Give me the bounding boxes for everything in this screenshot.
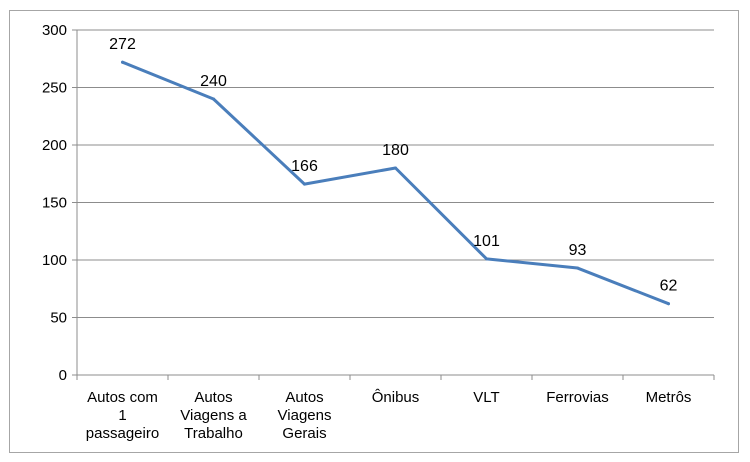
x-tick-label: Autos Viagens a Trabalho xyxy=(180,389,247,442)
data-label: 101 xyxy=(473,233,500,250)
data-point xyxy=(303,182,306,186)
data-point xyxy=(485,257,488,261)
y-tick-label: 300 xyxy=(42,22,67,39)
y-tick-label: 150 xyxy=(42,195,67,212)
data-label: 62 xyxy=(660,278,678,295)
data-label: 166 xyxy=(291,158,318,175)
data-point xyxy=(576,266,579,270)
y-tick-label: 100 xyxy=(42,252,67,269)
x-tick-label: Metrôs xyxy=(646,389,692,406)
data-point xyxy=(212,97,215,101)
data-label: 93 xyxy=(569,242,587,259)
x-tick-label: Ônibus xyxy=(372,389,420,406)
y-tick-label: 200 xyxy=(42,137,67,154)
x-tick-label: Ferrovias xyxy=(546,389,609,406)
chart-frame xyxy=(9,10,739,453)
x-tick-label: Autos Viagens Gerais xyxy=(278,389,332,442)
data-point xyxy=(121,60,124,64)
data-point xyxy=(667,302,670,306)
y-tick-label: 50 xyxy=(50,310,67,327)
data-label: 180 xyxy=(382,142,409,159)
data-label: 272 xyxy=(109,36,136,53)
data-point xyxy=(394,166,397,170)
x-tick-label: Autos com 1 passageiro xyxy=(86,389,159,442)
y-tick-label: 250 xyxy=(42,80,67,97)
data-label: 240 xyxy=(200,73,227,90)
x-tick-label: VLT xyxy=(473,389,499,406)
series-line xyxy=(121,60,670,306)
y-tick-label: 0 xyxy=(59,367,67,384)
